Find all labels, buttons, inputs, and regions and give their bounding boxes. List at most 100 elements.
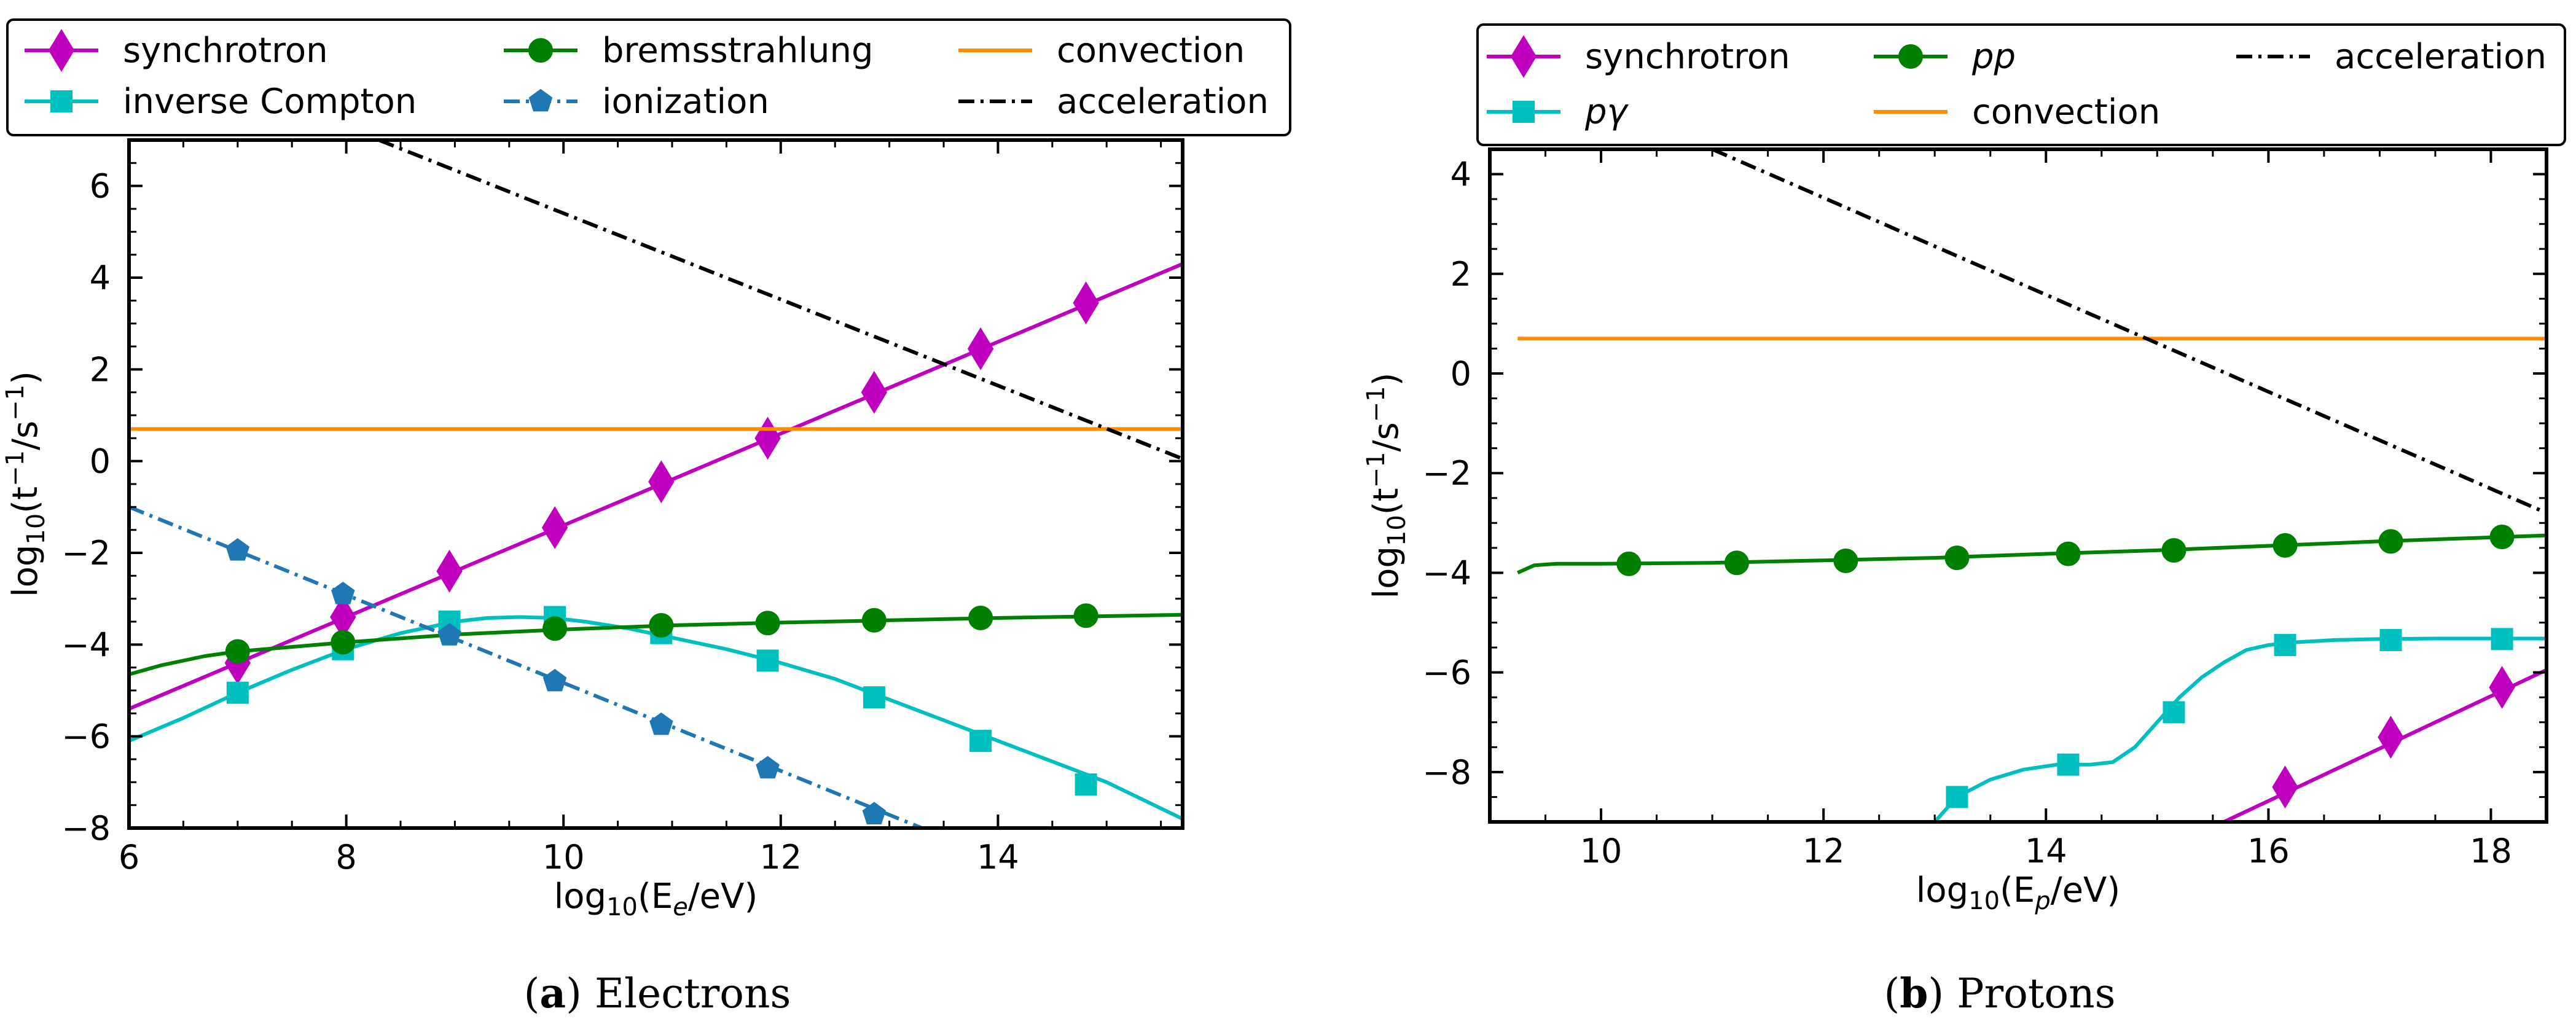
- panel-b-x-axis-label: log10(Ep/eV): [1916, 870, 2120, 915]
- panel-1-pp-point: [2489, 525, 2515, 550]
- legend-label: pγ: [1584, 92, 1629, 132]
- panel-0-synchrotron-point: [754, 416, 781, 460]
- legend-label: convection: [1057, 31, 1245, 71]
- y-tick-label: 2: [1450, 255, 1471, 294]
- panel-1-p-point: [1946, 786, 1968, 808]
- legend-label: acceleration: [1057, 82, 1269, 122]
- panel-0-ionization-point: [542, 668, 567, 692]
- x-tick-label: 10: [542, 838, 585, 877]
- panel-b-y-axis-label: log10(t−1/s−1): [1362, 373, 1411, 599]
- panel-1-synchrotron-point: [2272, 765, 2298, 809]
- panel-0-bremsstrahlung-point: [861, 608, 887, 633]
- panel-0-legend-item-inverse-compton: inverse Compton: [25, 82, 417, 122]
- panel-a-caption-letter: a: [539, 969, 566, 1017]
- y-tick-label: −8: [1422, 753, 1471, 792]
- panel-protons: 10 12 14 16 18 −8 −6 −4 −2 0 2 4 log10(Ep/eV) log10…: [1362, 23, 2566, 1017]
- panel-0-ionization-point: [649, 712, 673, 735]
- legend-swatch-marker: [528, 88, 553, 112]
- legend-swatch-marker: [1513, 101, 1535, 123]
- panel-1-pp-point: [2378, 529, 2403, 554]
- legend-swatch-marker: [50, 90, 72, 112]
- panel-b-caption-letter: b: [1900, 969, 1928, 1017]
- y-tick-label: −8: [61, 809, 111, 848]
- x-tick-label: 14: [2025, 832, 2067, 870]
- panel-0-bremsstrahlung-point: [755, 611, 780, 636]
- panel-0-legend-item-synchrotron: synchrotron: [25, 29, 328, 72]
- panel-1-p-point: [2491, 628, 2513, 651]
- panel-b-legend: synchrotron pγ pp convection acceleration: [1476, 23, 2566, 146]
- y-tick-label: −2: [1422, 454, 1471, 493]
- panel-1-pp-point: [1944, 545, 1970, 571]
- y-tick-label: 4: [90, 259, 111, 297]
- panel-0-ionization-point: [437, 623, 461, 646]
- panel-a-series: [129, 140, 1183, 828]
- x-tick-label: 8: [335, 838, 356, 877]
- y-tick-label: 6: [90, 167, 111, 206]
- y-tick-label: 4: [1450, 155, 1471, 194]
- panel-1-p-point: [2379, 628, 2402, 651]
- x-tick-label: 18: [2470, 832, 2512, 870]
- legend-swatch-marker: [48, 29, 75, 72]
- panel-0-legend-item-acceleration: acceleration: [958, 82, 1269, 122]
- panel-a-y-axis-label: log10(t−1/s−1): [1, 371, 50, 597]
- legend-label: convection: [1972, 92, 2160, 132]
- legend-label: acceleration: [2335, 37, 2547, 77]
- panel-0-synchrotron-point: [1073, 281, 1099, 324]
- legend-label: synchrotron: [123, 31, 328, 71]
- panel-0-synchrotron-point: [436, 549, 463, 593]
- panel-1-pp-point: [1724, 550, 1749, 576]
- panel-0-bremsstrahlung-point: [225, 639, 250, 664]
- panel-a-legend: synchrotron inverse Compton bremsstrahlung…: [6, 18, 1291, 136]
- panel-0-inverse-compton-point: [226, 681, 249, 704]
- panel-0-inverse-compton-point: [756, 649, 779, 672]
- legend-swatch-marker: [1510, 35, 1537, 78]
- panel-a-caption-text: Electrons: [595, 970, 791, 1017]
- panel-b-legend-box: [1476, 23, 2566, 146]
- panel-1-p-point: [2163, 701, 2185, 724]
- y-tick-label: 0: [90, 442, 111, 481]
- panel-0-ionization-line: [129, 505, 923, 828]
- panel-0-acceleration-line: [378, 140, 1183, 461]
- panel-1-synchrotron-point: [2378, 716, 2404, 759]
- panel-b-series: [1517, 149, 2547, 822]
- panel-1-legend-item-pp: pp: [1874, 37, 2016, 77]
- x-tick-label: 12: [1803, 832, 1845, 870]
- panel-a-caption: (a) Electrons: [524, 969, 791, 1017]
- panel-1-p-point: [2057, 753, 2080, 776]
- panel-1-legend-item-acceleration: acceleration: [2236, 37, 2547, 77]
- panel-0-inverse-compton-point: [969, 730, 992, 752]
- x-tick-label: 10: [1580, 832, 1623, 870]
- panel-0-ionization-point: [225, 538, 250, 561]
- x-tick-label: 16: [2247, 832, 2290, 870]
- legend-label: bremsstrahlung: [602, 31, 874, 71]
- panel-0-ionization-point: [756, 756, 780, 779]
- x-tick-label: 12: [759, 838, 802, 877]
- panel-0-synchrotron-point: [541, 506, 568, 549]
- panel-0-bremsstrahlung-point: [542, 616, 568, 641]
- legend-label: synchrotron: [1585, 37, 1790, 77]
- panel-b-ticks: 10 12 14 16 18 −8 −6 −4 −2 0 2 4: [1422, 148, 2548, 870]
- panel-1-legend-item-p: pγ: [1487, 92, 1629, 132]
- legend-swatch-marker: [528, 38, 553, 63]
- panel-0-ionization-point: [862, 802, 887, 824]
- y-tick-label: −4: [61, 625, 111, 664]
- panel-0-bremsstrahlung-point: [968, 606, 993, 631]
- panel-1-acceleration-line: [1711, 149, 2547, 515]
- y-tick-label: −2: [61, 534, 111, 573]
- panel-1-legend-item-synchrotron: synchrotron: [1487, 35, 1790, 78]
- panel-1-p-point: [2274, 634, 2296, 657]
- y-tick-label: −6: [61, 717, 111, 756]
- panel-0-ionization-point: [331, 581, 355, 604]
- panel-1-pp-point: [2273, 533, 2298, 558]
- panel-electrons: 6 8 10 12 14 −8 −6 −4 −2 0 2 4 6 log10(Ee/eV) log10(…: [1, 18, 1291, 1017]
- y-tick-label: −4: [1422, 553, 1471, 592]
- panel-0-synchrotron-point: [861, 370, 888, 414]
- panel-b-plot-frame: [1488, 147, 2548, 824]
- panel-0-bremsstrahlung-point: [331, 630, 356, 655]
- panel-1-pp-point: [2056, 541, 2081, 566]
- panel-1-synchrotron-point: [2489, 666, 2515, 709]
- panel-b-caption-text: Protons: [1957, 970, 2115, 1017]
- x-tick-label: 14: [977, 838, 1019, 877]
